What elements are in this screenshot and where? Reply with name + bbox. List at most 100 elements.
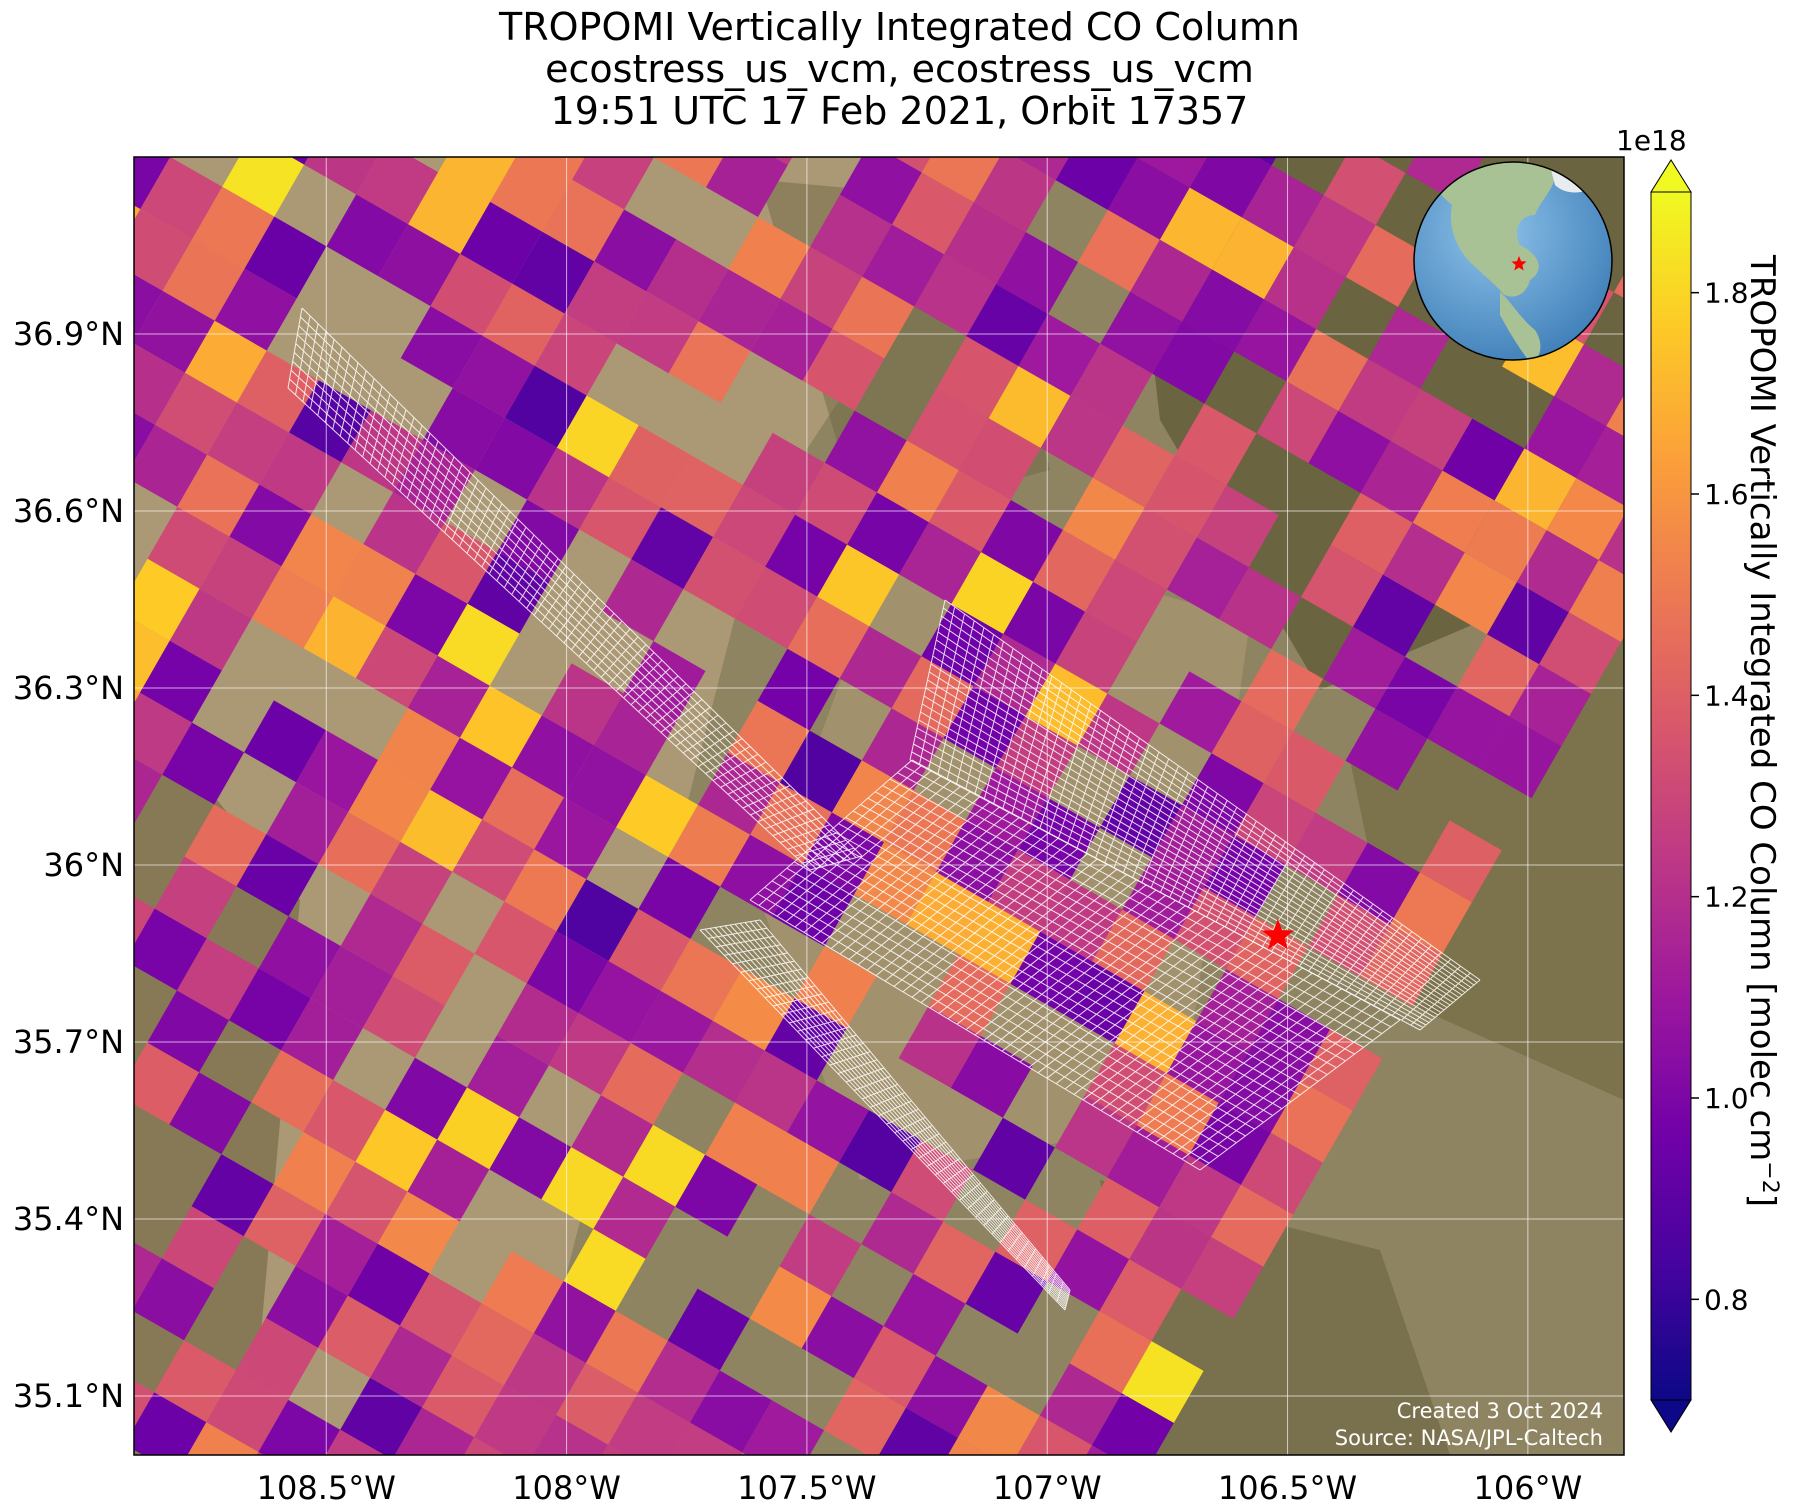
co-pixel [667, 1288, 750, 1371]
co-pixel [1130, 239, 1212, 322]
co-pixel [564, 261, 647, 344]
credit-source: Source: NASA/JPL-Caltech [1334, 1426, 1603, 1450]
co-pixel [134, 1042, 200, 1125]
co-pixel [646, 239, 729, 322]
co-pixel [862, 224, 945, 307]
target-location-star [1261, 918, 1295, 950]
co-pixel [134, 157, 171, 210]
co-pixel [832, 276, 915, 359]
co-pixel [273, 1132, 356, 1214]
co-pixel [578, 961, 661, 1043]
colorbar-frame [1650, 191, 1692, 1401]
co-pixel [1107, 157, 1190, 240]
co-pixel [1211, 1184, 1293, 1267]
co-pixel [236, 834, 319, 917]
co-pixel [43, 1415, 125, 1497]
co-pixel [608, 1392, 690, 1455]
co-pixel [134, 758, 163, 825]
co-pixel [184, 320, 267, 403]
co-pixel [921, 157, 1000, 203]
co-pixel [727, 700, 810, 783]
co-pixel [1233, 783, 1316, 865]
co-pixel [876, 440, 959, 523]
co-pixel [176, 938, 259, 1021]
co-pixel [914, 254, 997, 337]
co-pixel [199, 536, 282, 619]
co-pixel [913, 1221, 996, 1304]
co-pixel [853, 1326, 936, 1408]
co-pixel [318, 812, 401, 894]
co-pixel [735, 566, 818, 649]
co-pixel [601, 1043, 683, 1125]
co-pixel [556, 1363, 638, 1445]
co-pixel [787, 596, 870, 679]
co-pixel [541, 663, 624, 746]
co-pixel [1256, 157, 1277, 166]
co-pixel [1345, 225, 1428, 307]
co-pixel [451, 1303, 534, 1386]
co-pixel [475, 417, 557, 500]
co-pixel [134, 209, 193, 291]
co-pixel [1390, 388, 1473, 471]
co-pixel [713, 484, 795, 567]
colorbar-ramp [1651, 192, 1691, 1400]
footprint-swath [909, 599, 1481, 1031]
co-pixel [894, 157, 931, 173]
co-pixel [236, 1318, 318, 1400]
co-pixel [222, 157, 305, 217]
co-pixel [861, 1192, 944, 1274]
co-pixel [162, 722, 245, 805]
co-pixel [1345, 708, 1428, 791]
co-pixel [1167, 537, 1249, 620]
co-pixel [303, 596, 386, 679]
lat-tick-label: 35.4°N [13, 1200, 124, 1238]
footprint-swath [287, 307, 863, 871]
co-pixel [563, 1229, 646, 1311]
co-pixel [742, 432, 825, 515]
co-pixel [468, 68, 550, 150]
co-pixel [950, 1035, 1033, 1118]
co-pixel [1539, 612, 1621, 694]
co-pixel [265, 1266, 348, 1348]
chart-title-line-2: ecostress_us_vcm, ecostress_us_vcm [545, 47, 1254, 91]
co-pixel [906, 388, 989, 471]
co-pixel [134, 558, 200, 641]
co-pixel [452, 335, 535, 418]
co-pixel [281, 998, 363, 1080]
co-pixel [266, 782, 349, 865]
co-pixel [720, 834, 803, 917]
co-pixel [355, 1109, 438, 1192]
co-pixel [981, 500, 1063, 582]
co-pixel [438, 157, 516, 202]
co-pixel [1115, 507, 1197, 590]
co-pixel [1464, 500, 1547, 583]
co-pixel [134, 1380, 155, 1428]
co-pixel [944, 202, 1026, 285]
co-pixel [1576, 426, 1624, 506]
co-pixel [1092, 909, 1175, 992]
co-pixel [467, 1035, 549, 1118]
co-pixel [244, 700, 326, 783]
co-pixel [817, 544, 900, 627]
co-pixel [958, 418, 1041, 500]
co-pixel [965, 768, 1048, 850]
co-pixel [1606, 395, 1624, 437]
co-pixel [169, 588, 252, 671]
colorbar: 0.8 1.0 1.2 1.4 1.6 1.8 [1650, 159, 1749, 1433]
co-pixel [1196, 485, 1279, 568]
co-pixel [134, 908, 207, 991]
co-pixel [318, 1295, 400, 1378]
co-pixel [363, 492, 446, 574]
lat-tick-label: 36.6°N [13, 492, 124, 530]
co-pixel [452, 819, 535, 902]
co-pixel [512, 231, 595, 314]
co-pixel [532, 157, 585, 180]
co-pixel [1100, 291, 1183, 374]
co-pixel [571, 1095, 654, 1177]
co-pixel [229, 968, 311, 1051]
lon-tick-label: 106.5°W [1218, 1469, 1357, 1507]
co-pixel [1069, 1311, 1152, 1394]
co-pixel [207, 402, 289, 485]
co-pixel [1188, 1103, 1271, 1185]
